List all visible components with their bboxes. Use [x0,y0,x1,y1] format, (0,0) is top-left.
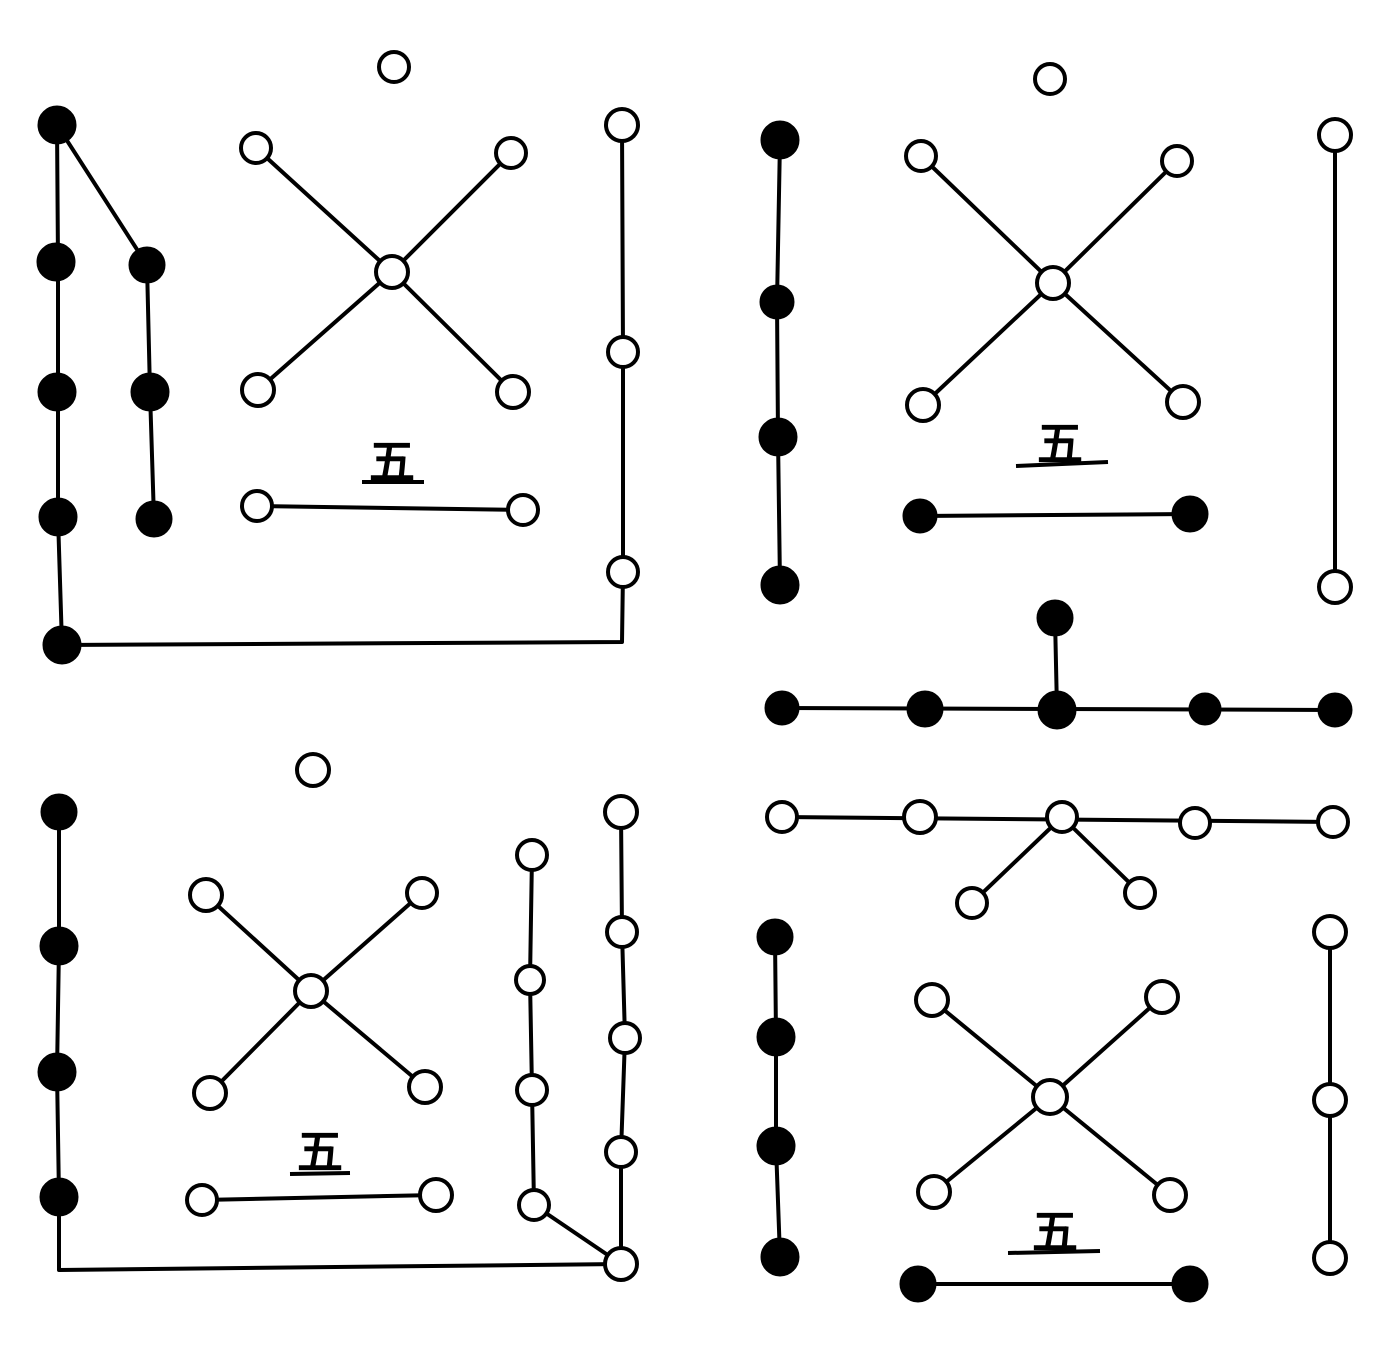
white-dot [1031,1078,1069,1116]
black-dot [135,500,173,538]
black-dot [37,105,77,145]
white-dot [608,1021,642,1055]
black-dot [39,1177,79,1217]
white-dot [239,131,273,165]
white-dot [407,1069,443,1105]
white-dot [506,493,540,527]
white-dot [1123,876,1157,910]
black-dot [764,690,800,726]
white-dot [1312,914,1348,950]
black-dot [1037,690,1077,730]
white-dot [293,973,329,1009]
black-dot [760,1237,800,1277]
black-dot [760,120,800,160]
black-dot [1188,692,1222,726]
white-dot [1312,1082,1348,1118]
white-dot [1317,117,1353,153]
black-dot [756,1017,796,1057]
black-dot [906,690,944,728]
panel-bottom-right: 五 [756,599,1353,1303]
white-dot [377,50,411,84]
black-dot [1171,1265,1209,1303]
white-dot [914,982,950,1018]
black-dot [760,565,800,605]
white-dot [606,335,640,369]
white-dot [188,877,224,913]
white-dot [904,139,938,173]
white-dot [295,752,331,788]
white-dot [604,107,640,143]
white-dot [418,1177,454,1213]
panel-top-right: 五 [758,62,1353,605]
white-dot [494,136,528,170]
white-dot [1144,979,1180,1015]
white-dot [192,1075,228,1111]
white-dot [603,794,639,830]
white-dot [1035,265,1071,301]
white-dot [1160,144,1194,178]
white-dot [374,254,410,290]
label-underline [289,1171,351,1176]
panel-label: 五 [297,1125,343,1179]
panel-bottom-left: 五 [37,752,642,1282]
black-dot [42,625,82,665]
white-dot [1178,806,1212,840]
white-dot [405,876,439,910]
white-dot [604,1135,638,1169]
black-dot [128,246,166,284]
white-dot [495,374,531,410]
panel-top-right-edges [775,133,1337,589]
white-dot [515,1073,549,1107]
white-dot [1317,569,1353,605]
black-dot [1171,495,1209,533]
black-dot [38,497,78,537]
white-dot [905,387,941,423]
white-dot [1045,800,1079,834]
white-dot [606,555,640,589]
white-dot [916,1174,952,1210]
white-dot [765,800,799,834]
black-dot [40,793,78,831]
white-dot [603,1246,639,1282]
black-dot [759,284,795,320]
white-dot [1312,1240,1348,1276]
white-dot [1316,805,1350,839]
black-dot [39,926,79,966]
white-dot [902,799,938,835]
black-dot [37,372,77,412]
white-dot [1033,62,1067,96]
label-underline [1007,1249,1101,1255]
black-dot [902,498,938,534]
white-dot [955,886,989,920]
black-dot [756,918,794,956]
black-dot [37,1052,77,1092]
white-dot [515,838,549,872]
white-dot [514,964,546,996]
white-dot [240,489,274,523]
black-dot [130,372,170,412]
panel-top-left: 五 [36,50,640,665]
black-dot [899,1265,937,1303]
white-dot [605,915,639,949]
black-dot [756,1126,796,1166]
white-dot [185,1183,219,1217]
white-dot [240,372,276,408]
black-dot [758,417,798,457]
black-dot [1036,599,1074,637]
black-dot [36,242,76,282]
white-dot [1152,1177,1188,1213]
label-underline [1015,460,1109,468]
white-dot [1165,384,1201,420]
black-dot [1317,692,1353,728]
white-dot [517,1188,551,1222]
